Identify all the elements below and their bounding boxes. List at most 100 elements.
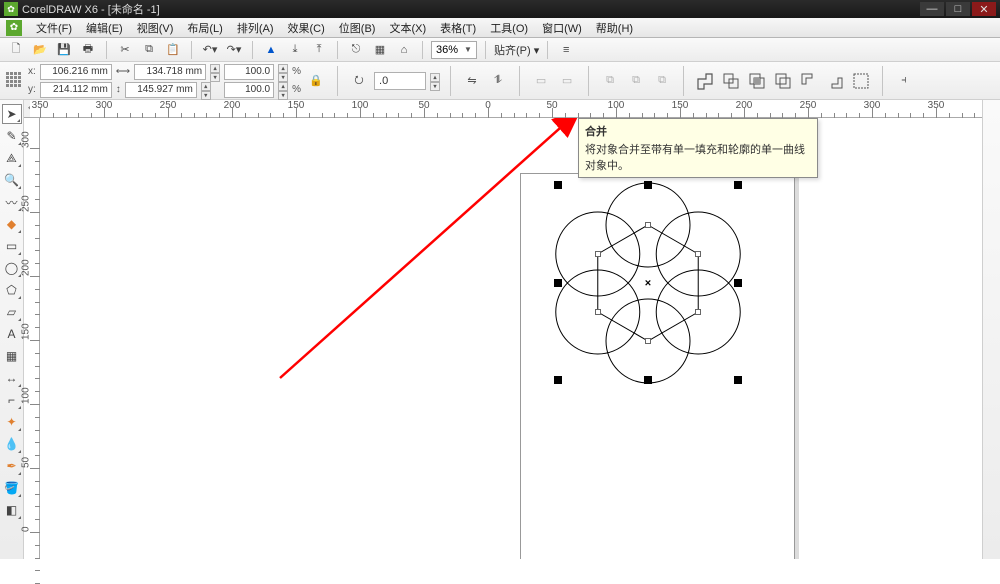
- selection-handle[interactable]: [644, 181, 652, 189]
- smart-fill-tool[interactable]: ◆: [2, 214, 22, 234]
- options-icon[interactable]: ≡: [556, 40, 576, 60]
- copy-icon[interactable]: ⧉: [139, 40, 159, 60]
- selection-handle[interactable]: [734, 279, 742, 287]
- menu-table[interactable]: 表格(T): [434, 19, 482, 37]
- lock-ratio-icon[interactable]: 🔒: [305, 70, 327, 92]
- polygon-tool[interactable]: ⬠: [2, 280, 22, 300]
- group-icon[interactable]: ⧉: [599, 70, 621, 92]
- export-icon[interactable]: ⤒: [309, 40, 329, 60]
- ellipse-tool[interactable]: ◯: [2, 258, 22, 278]
- trim-button[interactable]: [720, 70, 742, 92]
- window-controls: — □ ✕: [920, 2, 996, 16]
- menu-layout[interactable]: 布局(L): [181, 19, 228, 37]
- paste-icon[interactable]: 📋: [163, 40, 183, 60]
- boundary-button[interactable]: [850, 70, 872, 92]
- menu-help[interactable]: 帮助(H): [590, 19, 639, 37]
- rectangle-tool[interactable]: ▭: [2, 236, 22, 256]
- menu-bar: ✿ 文件(F) 编辑(E) 视图(V) 布局(L) 排列(A) 效果(C) 位图…: [0, 18, 1000, 38]
- import-icon[interactable]: ⤓: [285, 40, 305, 60]
- to-back-icon[interactable]: ▭: [556, 70, 578, 92]
- outline-tool[interactable]: ✒: [2, 456, 22, 476]
- menu-bitmap[interactable]: 位图(B): [333, 19, 382, 37]
- mirror-v-icon[interactable]: ⥮: [487, 70, 509, 92]
- mirror-h-icon[interactable]: ⇋: [461, 70, 483, 92]
- menu-file[interactable]: 文件(F): [30, 19, 78, 37]
- app-launcher-icon[interactable]: ▦: [370, 40, 390, 60]
- ungroup-all-icon[interactable]: ⧉: [651, 70, 673, 92]
- crop-tool[interactable]: ⟁: [2, 148, 22, 168]
- ruler-horizontal: 3503002502001501005005010015020025030035…: [30, 100, 1000, 118]
- connector-tool[interactable]: ⌐: [2, 390, 22, 410]
- freehand-tool[interactable]: 〰: [2, 192, 22, 212]
- menu-view[interactable]: 视图(V): [131, 19, 180, 37]
- fill-tool[interactable]: 🪣: [2, 478, 22, 498]
- weld-button[interactable]: [694, 70, 716, 92]
- doc-icon: ✿: [6, 20, 22, 36]
- undo-icon[interactable]: ↶▾: [200, 40, 220, 60]
- tooltip: 合并 将对象合并至带有单一填充和轮廓的单一曲线对象中。: [578, 118, 818, 178]
- pick-icon[interactable]: ▲: [261, 40, 281, 60]
- pick-tool[interactable]: ➤: [2, 104, 22, 124]
- print-icon[interactable]: 🖶: [78, 40, 98, 60]
- pos-y[interactable]: 214.112 mm: [40, 82, 112, 98]
- canvas[interactable]: ×: [40, 118, 1000, 559]
- zoom-tool[interactable]: 🔍: [2, 170, 22, 190]
- back-minus-front-button[interactable]: [824, 70, 846, 92]
- title-bar: ✿ CorelDRAW X6 - [未命名 -1] — □ ✕: [0, 0, 1000, 18]
- rotate-icon: ⭮: [348, 70, 370, 92]
- menu-effects[interactable]: 效果(C): [282, 19, 331, 37]
- selection-handle[interactable]: [554, 279, 562, 287]
- selection-center-icon: ×: [644, 279, 653, 288]
- cut-icon[interactable]: ✂: [115, 40, 135, 60]
- minimize-button[interactable]: —: [920, 2, 944, 16]
- to-front-icon[interactable]: ▭: [530, 70, 552, 92]
- table-tool[interactable]: ▦: [2, 346, 22, 366]
- tooltip-title: 合并: [585, 123, 811, 139]
- app-icon: ✿: [4, 2, 18, 16]
- align-button[interactable]: ⫞: [893, 70, 915, 92]
- publish-icon[interactable]: ⎋: [346, 40, 366, 60]
- drawing: [521, 174, 796, 559]
- open-icon[interactable]: 📂: [30, 40, 50, 60]
- menu-edit[interactable]: 编辑(E): [80, 19, 129, 37]
- size-w[interactable]: 134.718 mm: [134, 64, 206, 80]
- selection-handle[interactable]: [734, 376, 742, 384]
- front-minus-back-button[interactable]: [798, 70, 820, 92]
- dimension-tool[interactable]: ↔: [2, 368, 22, 388]
- interactive-fill-tool[interactable]: ◧: [2, 500, 22, 520]
- pos-x[interactable]: 106.216 mm: [40, 64, 112, 80]
- redo-icon[interactable]: ↷▾: [224, 40, 244, 60]
- selection-handle[interactable]: [734, 181, 742, 189]
- basic-shapes-tool[interactable]: ▱: [2, 302, 22, 322]
- selection-handle[interactable]: [644, 376, 652, 384]
- close-button[interactable]: ✕: [972, 2, 996, 16]
- ruler-vertical: 300250200150100500: [24, 118, 40, 559]
- align-grid-icon[interactable]: [6, 72, 24, 90]
- ungroup-icon[interactable]: ⧉: [625, 70, 647, 92]
- save-icon[interactable]: 💾: [54, 40, 74, 60]
- workspace: ➤ ✎ ⟁ 🔍 〰 ◆ ▭ ◯ ⬠ ▱ A ▦ ↔ ⌐ ✦ 💧 ✒ 🪣 ◧ ✥ …: [0, 100, 1000, 559]
- right-docker-edge[interactable]: [982, 100, 1000, 559]
- rotation-input[interactable]: .0: [374, 72, 426, 90]
- tooltip-body: 将对象合并至带有单一填充和轮廓的单一曲线对象中。: [585, 141, 811, 173]
- interactive-tool[interactable]: ✦: [2, 412, 22, 432]
- intersect-button[interactable]: [746, 70, 768, 92]
- size-h[interactable]: 145.927 mm: [125, 82, 197, 98]
- menu-tools[interactable]: 工具(O): [484, 19, 534, 37]
- menu-arrange[interactable]: 排列(A): [231, 19, 280, 37]
- eyedropper-tool[interactable]: 💧: [2, 434, 22, 454]
- selection-handle[interactable]: [554, 181, 562, 189]
- selection-handle[interactable]: [554, 376, 562, 384]
- simplify-button[interactable]: [772, 70, 794, 92]
- snap-label[interactable]: 贴齐(P) ▾: [494, 42, 539, 58]
- scale-x[interactable]: 100.0: [224, 64, 274, 80]
- zoom-combo[interactable]: 36%▼: [431, 41, 477, 59]
- new-icon[interactable]: 🗋: [6, 40, 26, 60]
- maximize-button[interactable]: □: [946, 2, 970, 16]
- scale-y[interactable]: 100.0: [224, 82, 274, 98]
- shape-tool[interactable]: ✎: [2, 126, 22, 146]
- welcome-icon[interactable]: ⌂: [394, 40, 414, 60]
- text-tool[interactable]: A: [2, 324, 22, 344]
- menu-text[interactable]: 文本(X): [383, 19, 432, 37]
- menu-window[interactable]: 窗口(W): [536, 19, 588, 37]
